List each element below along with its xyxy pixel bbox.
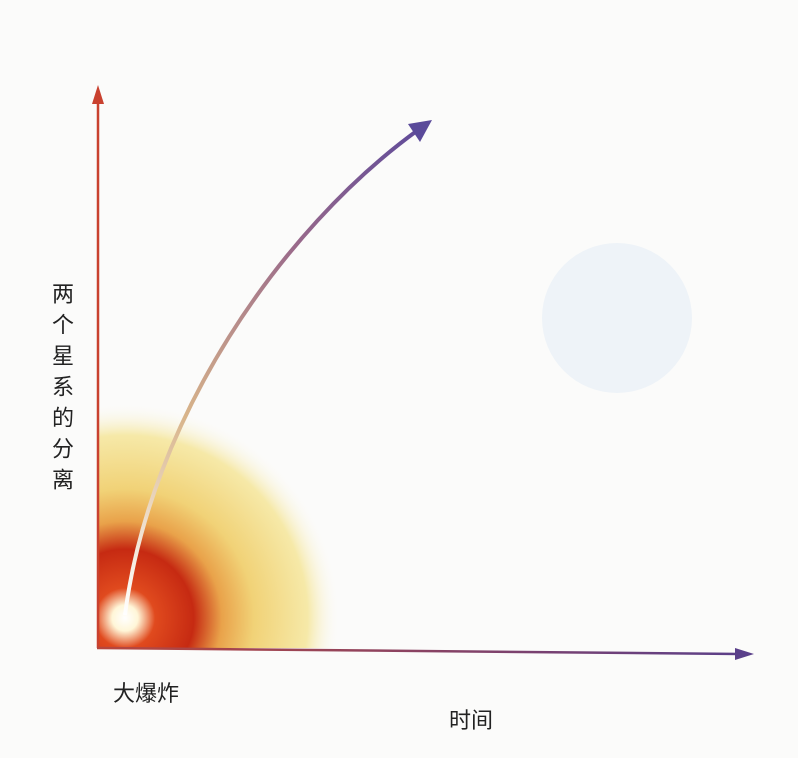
faint-circle <box>542 243 692 393</box>
x-axis-label: 时间 <box>449 709 494 734</box>
big-bang-glow <box>97 380 417 648</box>
curve-arrowhead <box>408 120 432 142</box>
x-axis <box>96 646 741 656</box>
x-axis-arrowhead <box>735 648 754 660</box>
expansion-curve <box>123 128 420 616</box>
origin-label: 大爆炸 <box>113 682 180 707</box>
y-axis-label: 两个星系的分离 <box>48 282 73 499</box>
y-axis-arrowhead <box>92 85 104 104</box>
